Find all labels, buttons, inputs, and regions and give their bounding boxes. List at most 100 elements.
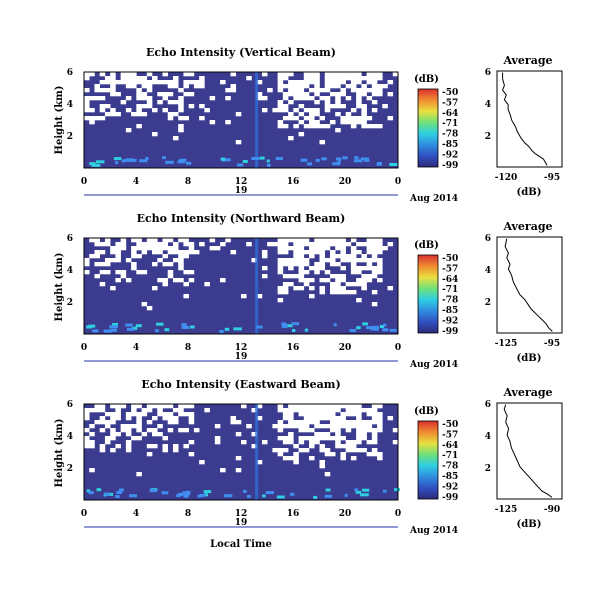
no-data-cell: [319, 254, 326, 259]
echo-cell: [116, 491, 123, 494]
no-data-cell: [225, 96, 231, 101]
no-data-cell: [340, 278, 346, 283]
no-data-cell: [298, 104, 305, 109]
no-data-cell: [84, 408, 90, 413]
echo-cell: [243, 489, 247, 493]
no-data-cell: [377, 242, 383, 247]
no-data-cell: [183, 294, 189, 299]
no-data-cell: [329, 258, 336, 263]
no-data-cell: [329, 262, 336, 267]
no-data-cell: [319, 238, 326, 243]
no-data-cell: [84, 428, 90, 433]
no-data-cell: [303, 424, 310, 429]
no-data-cell: [314, 250, 320, 255]
no-data-cell: [230, 72, 237, 77]
no-data-cell: [282, 238, 289, 243]
no-data-cell: [303, 76, 310, 81]
no-data-cell: [246, 424, 252, 429]
no-data-cell: [178, 258, 184, 263]
no-data-cell: [387, 416, 394, 421]
echo-cell: [185, 492, 191, 496]
no-data-cell: [356, 242, 362, 247]
echo-cell: [389, 163, 399, 166]
no-data-cell: [136, 424, 142, 429]
no-data-cell: [84, 416, 90, 421]
no-data-cell: [345, 404, 352, 409]
no-data-cell: [193, 250, 200, 255]
echo-cell: [307, 162, 313, 166]
no-data-cell: [293, 460, 299, 465]
no-data-cell: [183, 254, 189, 259]
no-data-cell: [371, 416, 378, 421]
no-data-cell: [125, 84, 132, 89]
average-title: Average: [502, 220, 552, 233]
no-data-cell: [178, 128, 184, 133]
echo-cell: [127, 158, 137, 162]
no-data-cell: [94, 88, 100, 93]
no-data-cell: [366, 250, 373, 255]
average-y-tick: 6: [485, 400, 491, 410]
no-data-cell: [178, 412, 184, 417]
no-data-cell: [272, 242, 278, 247]
echo-cell: [292, 329, 296, 332]
no-data-cell: [371, 76, 378, 81]
no-data-cell: [377, 404, 383, 409]
no-data-cell: [172, 408, 179, 413]
no-data-cell: [162, 436, 169, 441]
echo-cell: [197, 494, 202, 498]
no-data-cell: [329, 84, 336, 89]
colorbar-tick-label: -71: [442, 285, 458, 295]
echo-cell: [224, 327, 230, 331]
no-data-cell: [298, 404, 305, 409]
no-data-cell: [298, 436, 305, 441]
no-data-cell: [141, 96, 148, 101]
no-data-cell: [324, 416, 331, 421]
no-data-cell: [293, 258, 299, 263]
no-data-cell: [157, 100, 163, 105]
no-data-cell: [387, 92, 394, 97]
no-data-cell: [345, 290, 352, 295]
no-data-cell: [309, 76, 315, 81]
x-tick-label: 8: [185, 509, 191, 519]
no-data-cell: [99, 270, 106, 275]
no-data-cell: [298, 286, 305, 291]
echo-cell: [115, 495, 120, 498]
echo-cell: [156, 322, 164, 326]
no-data-cell: [335, 440, 341, 445]
no-data-cell: [277, 298, 284, 303]
no-data-cell: [282, 282, 289, 287]
no-data-cell: [157, 242, 163, 247]
no-data-cell: [157, 424, 163, 429]
no-data-cell: [272, 108, 278, 113]
no-data-cell: [277, 124, 284, 129]
date-label: Aug 2014: [409, 360, 458, 370]
no-data-cell: [377, 246, 383, 251]
no-data-cell: [120, 246, 127, 251]
no-data-cell: [303, 420, 310, 425]
no-data-cell: [136, 92, 142, 97]
no-data-cell: [303, 72, 310, 77]
no-data-cell: [361, 274, 367, 279]
colorbar: [417, 420, 439, 500]
no-data-cell: [309, 456, 315, 461]
no-data-cell: [277, 452, 284, 457]
no-data-cell: [277, 448, 284, 453]
no-data-cell: [136, 420, 142, 425]
no-data-cell: [366, 428, 373, 433]
no-data-cell: [172, 112, 179, 117]
no-data-cell: [335, 428, 341, 433]
no-data-cell: [267, 88, 273, 93]
y-axis-label: Height (km): [54, 419, 65, 488]
no-data-cell: [235, 140, 242, 145]
no-data-cell: [220, 278, 226, 283]
no-data-cell: [282, 274, 289, 279]
no-data-cell: [377, 262, 383, 267]
no-data-cell: [303, 270, 310, 275]
no-data-cell: [115, 404, 121, 409]
no-data-cell: [188, 246, 195, 251]
no-data-cell: [220, 468, 226, 473]
echo-cell: [324, 494, 332, 498]
x-tick-label: 20: [339, 343, 352, 353]
no-data-cell: [319, 262, 326, 267]
no-data-cell: [183, 428, 189, 433]
